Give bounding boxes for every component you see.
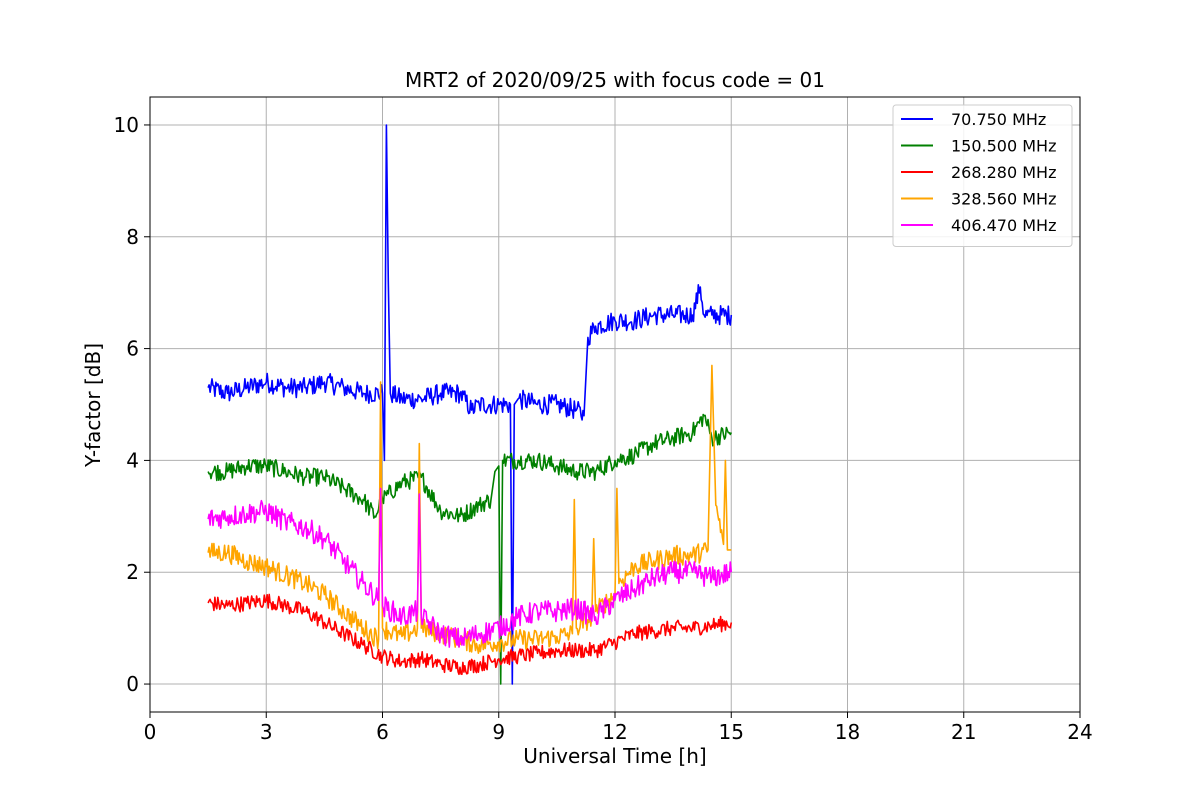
legend-entry: 328.560 MHz [951,190,1056,209]
x-tick-label: 9 [492,720,505,744]
series-layer [207,124,733,685]
legend-box [892,104,1073,247]
x-tick-label: 15 [719,720,744,744]
series-line-3 [207,593,733,676]
y-tick-label: 10 [114,113,139,137]
y-tick-label: 4 [126,448,139,472]
x-tick-label: 21 [951,720,976,744]
x-tick-label: 18 [835,720,860,744]
x-tick-label: 0 [144,720,157,744]
legend-entry: 70.750 MHz [951,110,1046,129]
legend: 70.750 MHz 150.500 MHz 268.280 MHz 328.560 … [892,104,1073,247]
y-tick-label: 0 [126,672,139,696]
y-tick-label: 6 [126,337,139,361]
legend-entry: 268.280 MHz [951,163,1056,182]
y-axis-label: Y-factor [dB] [81,343,105,468]
y-tick-label: 2 [126,560,139,584]
series-line-1 [207,124,733,685]
legend-entry: 406.470 MHz [951,216,1056,235]
x-tick-label: 6 [376,720,389,744]
series-line-2 [207,413,733,685]
x-tick-label: 24 [1067,720,1092,744]
x-axis-label: Universal Time [h] [523,744,706,768]
legend-entry: 150.500 MHz [951,137,1056,156]
y-tick-label: 8 [126,225,139,249]
x-tick-label: 12 [602,720,627,744]
x-tick-label: 3 [260,720,273,744]
series-line-5 [207,487,733,648]
chart-title: MRT2 of 2020/09/25 with focus code = 01 [405,68,825,92]
